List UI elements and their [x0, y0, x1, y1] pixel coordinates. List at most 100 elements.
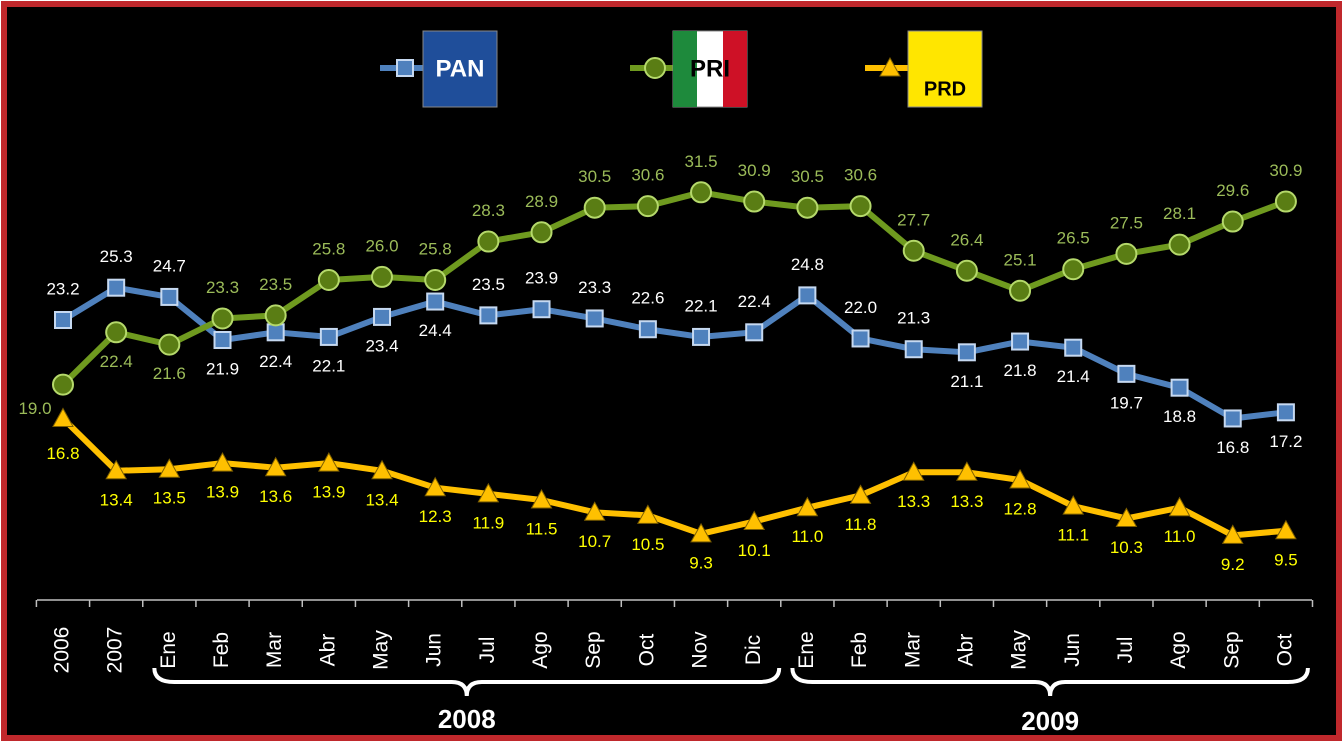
marker [211, 307, 234, 330]
data-label: 22.1 [684, 296, 717, 315]
marker [1276, 403, 1295, 422]
data-label: 23.2 [46, 279, 79, 298]
data-label: 11.0 [791, 527, 823, 546]
data-label: 16.8 [1216, 438, 1249, 457]
x-tick-label: Abr [954, 634, 977, 667]
data-label: 30.5 [791, 167, 824, 186]
data-label: 12.8 [1004, 499, 1037, 518]
data-label: 30.6 [631, 166, 664, 185]
data-label: 28.3 [472, 201, 505, 220]
marker [1009, 279, 1032, 302]
marker [583, 196, 606, 219]
marker [530, 221, 553, 244]
marker [1115, 242, 1138, 265]
data-label: 13.5 [153, 489, 186, 508]
data-label: 23.4 [365, 336, 398, 355]
data-label: 21.4 [1057, 367, 1090, 386]
data-label: 26.0 [365, 236, 398, 255]
data-label: 24.7 [153, 256, 186, 275]
data-label: 13.4 [100, 490, 133, 509]
data-label: 13.4 [365, 490, 398, 509]
marker [1274, 190, 1297, 213]
data-label: 22.4 [100, 352, 133, 371]
x-tick-label: Oct [635, 634, 658, 667]
data-label: 11.0 [1164, 527, 1196, 546]
marker [1062, 495, 1085, 515]
marker [851, 329, 870, 348]
x-tick-label: Feb [210, 632, 233, 668]
x-tick-label: 2006 [51, 627, 74, 674]
data-label: 12.3 [419, 507, 452, 526]
data-label: 17.2 [1269, 432, 1302, 451]
marker [1168, 496, 1191, 517]
data-label: 13.3 [950, 492, 983, 511]
marker [107, 278, 126, 297]
marker [745, 323, 764, 342]
data-label: 11.5 [526, 519, 558, 538]
x-tick-label: Oct [1273, 634, 1296, 667]
marker [424, 476, 447, 497]
logo-stripe [673, 31, 697, 107]
marker [955, 259, 978, 282]
marker [583, 501, 606, 521]
data-label: 22.6 [631, 289, 664, 308]
legend-label: PRD [924, 78, 966, 100]
marker [105, 459, 128, 480]
marker [371, 265, 394, 288]
data-label: 19.0 [18, 399, 51, 418]
data-label: 13.9 [312, 483, 345, 502]
marker [532, 300, 551, 319]
x-tick-label: May [1008, 630, 1031, 670]
marker [1275, 519, 1297, 540]
marker [1221, 524, 1244, 544]
marker [637, 504, 659, 524]
data-label: 27.5 [1110, 213, 1143, 232]
data-label: 21.6 [153, 364, 186, 383]
data-label: 25.8 [312, 239, 345, 258]
marker [158, 333, 181, 356]
marker [396, 59, 414, 77]
marker [158, 458, 181, 478]
legend-label: PAN [436, 55, 485, 82]
marker [1064, 338, 1083, 357]
marker [211, 452, 234, 472]
marker [1009, 468, 1031, 489]
x-tick-label: Ene [795, 631, 818, 668]
data-label: 23.5 [472, 275, 505, 294]
marker [902, 239, 925, 262]
marker [956, 461, 978, 481]
data-label: 19.7 [1110, 393, 1143, 412]
marker [1062, 258, 1085, 281]
marker [690, 181, 713, 204]
x-tick-label: Mar [263, 632, 286, 668]
x-tick-label: Ago [1167, 631, 1190, 668]
data-label: 22.1 [312, 356, 345, 375]
data-label: 21.3 [897, 309, 930, 328]
data-label: 28.1 [1163, 204, 1196, 223]
legend-logo [907, 30, 983, 108]
data-label: 21.9 [206, 359, 239, 378]
marker [264, 304, 287, 327]
marker [849, 484, 872, 504]
x-tick-label: Jul [476, 637, 499, 664]
group-label: 2009 [1021, 706, 1079, 736]
marker [636, 195, 659, 218]
data-label: 22.0 [844, 298, 877, 317]
marker [160, 287, 179, 306]
marker [1221, 210, 1244, 233]
data-label: 22.4 [259, 352, 292, 371]
data-label: 31.5 [684, 152, 717, 171]
marker [54, 311, 72, 329]
x-tick-label: Mar [901, 632, 924, 668]
x-tick-label: 2007 [104, 627, 127, 674]
x-tick-label: Ene [157, 631, 180, 668]
data-label: 10.3 [1110, 538, 1143, 557]
data-label: 25.8 [419, 239, 452, 258]
data-label: 25.3 [100, 247, 133, 266]
data-label: 30.9 [1269, 161, 1302, 180]
marker [477, 230, 500, 253]
marker [849, 195, 872, 218]
data-label: 11.1 [1057, 526, 1089, 545]
data-label: 25.1 [1004, 250, 1037, 269]
data-label: 27.7 [897, 210, 930, 229]
